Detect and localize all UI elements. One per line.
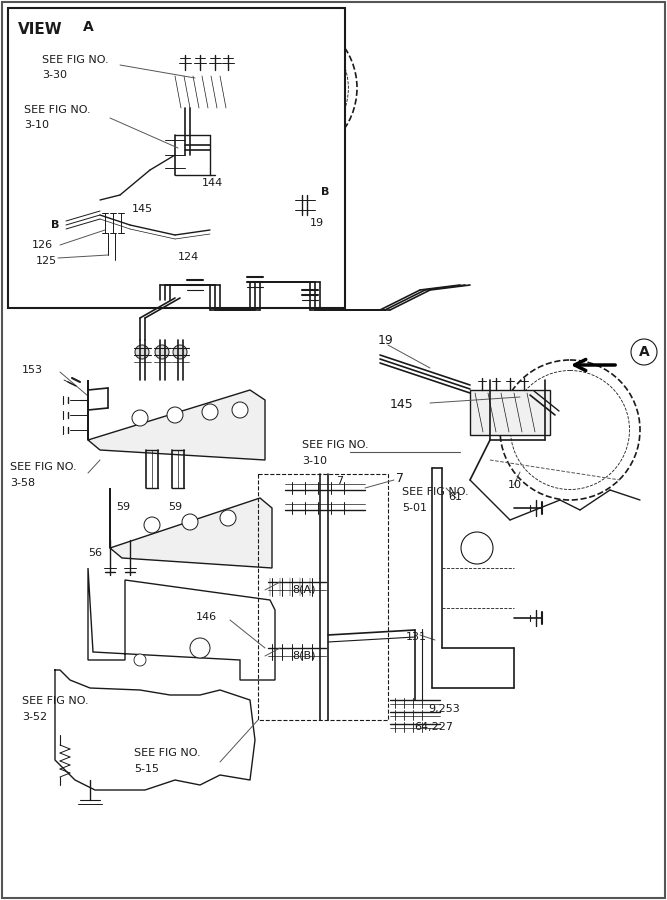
Text: SEE FIG NO.: SEE FIG NO. <box>22 696 89 706</box>
Text: 3-10: 3-10 <box>24 120 49 130</box>
Circle shape <box>144 517 160 533</box>
Text: B: B <box>321 187 329 197</box>
Circle shape <box>461 532 493 564</box>
Text: SEE FIG NO.: SEE FIG NO. <box>24 105 91 115</box>
Text: 125: 125 <box>36 256 57 266</box>
Circle shape <box>232 402 248 418</box>
Bar <box>8 8 345 308</box>
Text: 145: 145 <box>390 398 414 411</box>
Text: 59: 59 <box>168 502 182 512</box>
Text: VIEW: VIEW <box>18 22 63 37</box>
Bar <box>258 474 388 720</box>
Text: 126: 126 <box>32 240 53 250</box>
Circle shape <box>202 404 218 420</box>
Text: 124: 124 <box>178 252 199 262</box>
Text: 8(A): 8(A) <box>292 584 315 594</box>
Polygon shape <box>165 64 272 108</box>
Text: 3-52: 3-52 <box>22 712 47 722</box>
Circle shape <box>220 510 236 526</box>
Text: 131: 131 <box>406 632 427 642</box>
Text: 10: 10 <box>508 480 522 490</box>
Circle shape <box>44 214 66 236</box>
Text: 9,253: 9,253 <box>428 704 460 714</box>
Text: SEE FIG NO.: SEE FIG NO. <box>10 462 77 472</box>
Text: 144: 144 <box>202 178 223 188</box>
Text: SEE FIG NO.: SEE FIG NO. <box>42 55 109 65</box>
Text: 61: 61 <box>448 492 462 502</box>
Text: 146: 146 <box>196 612 217 622</box>
Text: 7: 7 <box>336 476 343 486</box>
Polygon shape <box>470 390 550 435</box>
Text: 5-01: 5-01 <box>402 503 427 513</box>
Circle shape <box>213 16 357 160</box>
Text: 7: 7 <box>396 472 404 485</box>
Text: SEE FIG NO.: SEE FIG NO. <box>134 748 201 758</box>
Text: 3-58: 3-58 <box>10 478 35 488</box>
Circle shape <box>76 15 100 39</box>
Polygon shape <box>110 488 272 568</box>
Text: A: A <box>83 20 93 34</box>
Text: 145: 145 <box>132 204 153 214</box>
Text: 56: 56 <box>88 548 102 558</box>
Text: 64,227: 64,227 <box>414 722 453 732</box>
Text: 8(B): 8(B) <box>292 650 315 660</box>
Text: 3-30: 3-30 <box>42 70 67 80</box>
Circle shape <box>167 407 183 423</box>
Text: 19: 19 <box>310 218 324 228</box>
Text: 153: 153 <box>22 365 43 375</box>
Circle shape <box>155 345 169 359</box>
Circle shape <box>135 345 149 359</box>
Text: 19: 19 <box>378 334 394 347</box>
Circle shape <box>173 345 187 359</box>
Text: 5-15: 5-15 <box>134 764 159 774</box>
Circle shape <box>314 181 336 203</box>
Text: B: B <box>51 220 59 230</box>
Circle shape <box>631 339 657 365</box>
Circle shape <box>134 654 146 666</box>
Circle shape <box>190 638 210 658</box>
Text: A: A <box>638 345 650 359</box>
Text: 59: 59 <box>116 502 130 512</box>
Text: SEE FIG NO.: SEE FIG NO. <box>302 440 369 450</box>
Circle shape <box>132 410 148 426</box>
Polygon shape <box>88 380 265 460</box>
Circle shape <box>182 514 198 530</box>
Text: SEE FIG NO.: SEE FIG NO. <box>402 487 469 497</box>
Text: 3-10: 3-10 <box>302 456 327 466</box>
